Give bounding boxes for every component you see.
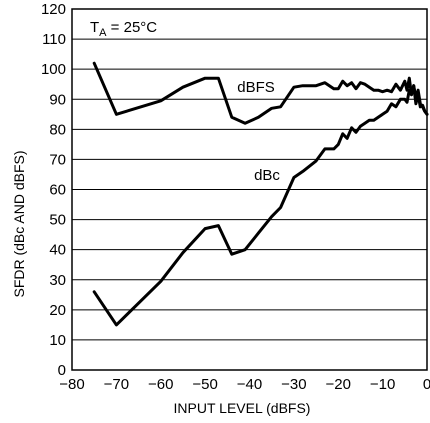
y-tick-label: 20 [49, 302, 66, 319]
temperature-annotation: TA = 25°C [90, 19, 157, 39]
y-tick-label: 0 [58, 362, 66, 379]
y-tick-label: 50 [49, 212, 66, 229]
y-tick-label: 120 [41, 1, 66, 18]
annotation-rest: = 25°C [107, 19, 158, 36]
y-tick-label: 60 [49, 182, 66, 199]
plot-frame [71, 8, 428, 371]
x-tick-label: 0 [423, 376, 430, 393]
series-label-dbc: dBc [254, 167, 280, 184]
x-tick-label: −60 [148, 376, 173, 393]
x-axis-title: INPUT LEVEL (dBFS) [174, 400, 311, 416]
y-axis-title: SFDR (dBc AND dBFS) [11, 150, 27, 297]
x-tick-label: −30 [281, 376, 306, 393]
x-tick-label: −50 [192, 376, 217, 393]
y-tick-label: 40 [49, 242, 66, 259]
annotation-subscript: A [99, 27, 107, 39]
y-tick-label: 10 [49, 332, 66, 349]
annotation-main: T [90, 19, 99, 36]
series-layer [92, 61, 429, 327]
x-tick-label: −70 [104, 376, 129, 393]
x-tick-label: −10 [370, 376, 395, 393]
x-tick-label: −40 [237, 376, 262, 393]
y-tick-label: 70 [49, 151, 66, 168]
y-tick-labels: 0 10 20 30 40 50 60 70 80 90 100 110 120 [41, 1, 66, 379]
y-tick-label: 30 [49, 272, 66, 289]
x-tick-label: −80 [59, 376, 84, 393]
y-tick-label: 110 [42, 31, 66, 48]
x-tick-label: −20 [326, 376, 351, 393]
y-tick-label: 80 [49, 121, 66, 138]
series-line-dbc [92, 84, 429, 327]
series-label-dbfs: dBFS [237, 79, 275, 96]
y-tick-label: 100 [41, 61, 66, 78]
y-tick-label: 90 [49, 91, 66, 108]
x-tick-labels: −80 −70 −60 −50 −40 −30 −20 −10 0 [59, 376, 430, 393]
